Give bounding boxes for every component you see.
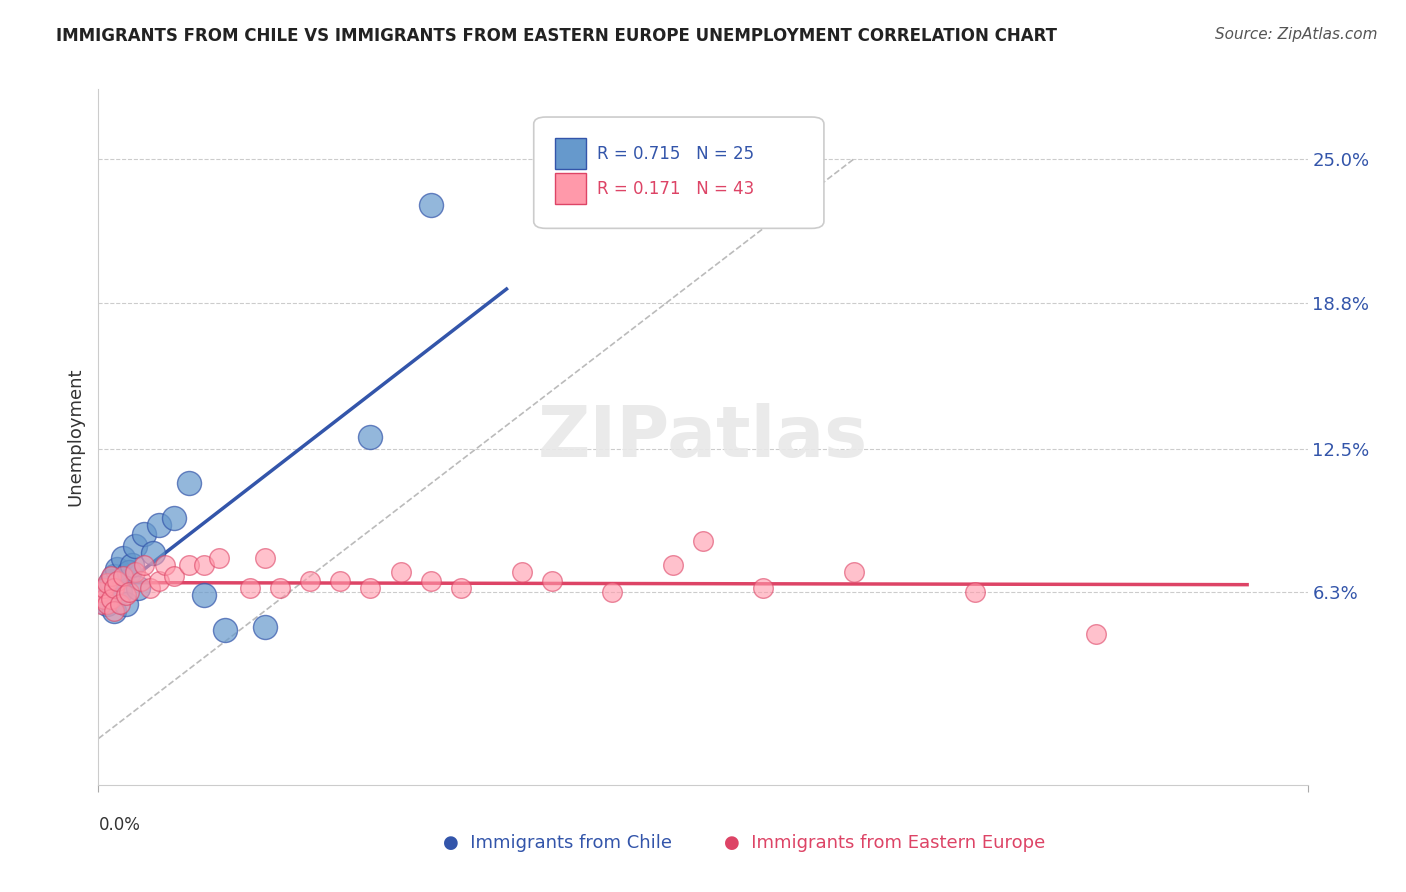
- Point: [661, 558, 683, 572]
- Point: [139, 581, 162, 595]
- Point: [103, 569, 125, 583]
- Y-axis label: Unemployment: Unemployment: [66, 368, 84, 507]
- Bar: [555, 173, 586, 204]
- Point: [93, 592, 115, 607]
- Point: [96, 581, 118, 595]
- Point: [540, 574, 562, 588]
- Point: [329, 574, 352, 588]
- Point: [299, 574, 322, 588]
- Point: [96, 597, 118, 611]
- Point: [100, 592, 122, 607]
- Text: IMMIGRANTS FROM CHILE VS IMMIGRANTS FROM EASTERN EUROPE UNEMPLOYMENT CORRELATION: IMMIGRANTS FROM CHILE VS IMMIGRANTS FROM…: [56, 27, 1057, 45]
- Point: [510, 565, 533, 579]
- Point: [114, 597, 136, 611]
- Point: [100, 574, 122, 588]
- Point: [111, 569, 134, 583]
- Point: [214, 623, 236, 637]
- Point: [108, 597, 131, 611]
- Point: [965, 585, 987, 599]
- Point: [90, 585, 112, 599]
- Point: [239, 581, 262, 595]
- Text: 0.0%: 0.0%: [98, 816, 141, 834]
- Point: [103, 604, 125, 618]
- Point: [692, 534, 714, 549]
- Point: [103, 604, 125, 618]
- Point: [163, 569, 186, 583]
- Point: [118, 565, 141, 579]
- Point: [163, 511, 186, 525]
- Point: [389, 565, 412, 579]
- Point: [90, 597, 112, 611]
- Point: [124, 539, 146, 553]
- Point: [105, 574, 128, 588]
- Point: [208, 550, 231, 565]
- Point: [420, 198, 443, 212]
- Point: [1085, 627, 1108, 641]
- Text: ●  Immigrants from Chile: ● Immigrants from Chile: [443, 834, 672, 852]
- Point: [90, 585, 112, 599]
- Point: [420, 574, 443, 588]
- Point: [148, 574, 170, 588]
- Point: [121, 558, 143, 572]
- Point: [148, 518, 170, 533]
- Point: [108, 585, 131, 599]
- Point: [153, 558, 176, 572]
- Point: [179, 558, 201, 572]
- Point: [193, 588, 215, 602]
- Point: [93, 592, 115, 607]
- Point: [253, 550, 276, 565]
- Text: Source: ZipAtlas.com: Source: ZipAtlas.com: [1215, 27, 1378, 42]
- Text: R = 0.171   N = 43: R = 0.171 N = 43: [596, 179, 754, 198]
- Point: [96, 597, 118, 611]
- Point: [450, 581, 472, 595]
- Point: [179, 476, 201, 491]
- Point: [105, 562, 128, 576]
- Text: ●  Immigrants from Eastern Europe: ● Immigrants from Eastern Europe: [724, 834, 1045, 852]
- Point: [142, 546, 165, 560]
- Point: [602, 585, 624, 599]
- Point: [114, 588, 136, 602]
- Bar: [555, 138, 586, 169]
- Point: [96, 576, 118, 591]
- Point: [129, 574, 152, 588]
- Point: [118, 585, 141, 599]
- Point: [103, 581, 125, 595]
- Point: [132, 558, 155, 572]
- Point: [93, 581, 115, 595]
- Point: [193, 558, 215, 572]
- Point: [360, 430, 382, 444]
- Point: [124, 565, 146, 579]
- Point: [752, 581, 775, 595]
- Point: [269, 581, 291, 595]
- Point: [111, 550, 134, 565]
- FancyBboxPatch shape: [534, 117, 824, 228]
- Text: ZIPatlas: ZIPatlas: [538, 402, 868, 472]
- Point: [132, 527, 155, 541]
- Point: [100, 569, 122, 583]
- Point: [844, 565, 866, 579]
- Text: R = 0.715   N = 25: R = 0.715 N = 25: [596, 145, 754, 163]
- Point: [360, 581, 382, 595]
- Point: [127, 581, 149, 595]
- Point: [253, 620, 276, 634]
